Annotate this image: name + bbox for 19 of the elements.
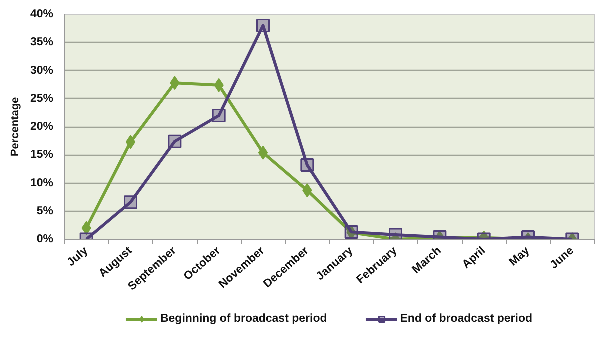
point (168, 134, 182, 148)
y-tick-label: 15% (30, 149, 54, 162)
legend-label: End of broadcast period (400, 312, 533, 326)
y-tick-label: 35% (30, 36, 54, 49)
x-tick-label: May (507, 244, 533, 269)
y-tick-label: 5% (36, 205, 54, 218)
y-tick-label: 0% (36, 234, 54, 246)
point (300, 158, 314, 172)
y-tick-label: 20% (30, 121, 54, 133)
legend-label: Beginning of broadcast period (160, 312, 328, 326)
y-tick-label: 25% (30, 92, 54, 105)
y-tick-label: 10% (30, 177, 54, 190)
point (258, 146, 268, 160)
point (212, 109, 226, 122)
point (126, 135, 136, 150)
y-tick-label: 40% (30, 8, 54, 20)
y-tick-label: 30% (30, 64, 54, 77)
y-axis-title: Percentage (9, 97, 22, 157)
x-tick-label: July (65, 244, 91, 270)
